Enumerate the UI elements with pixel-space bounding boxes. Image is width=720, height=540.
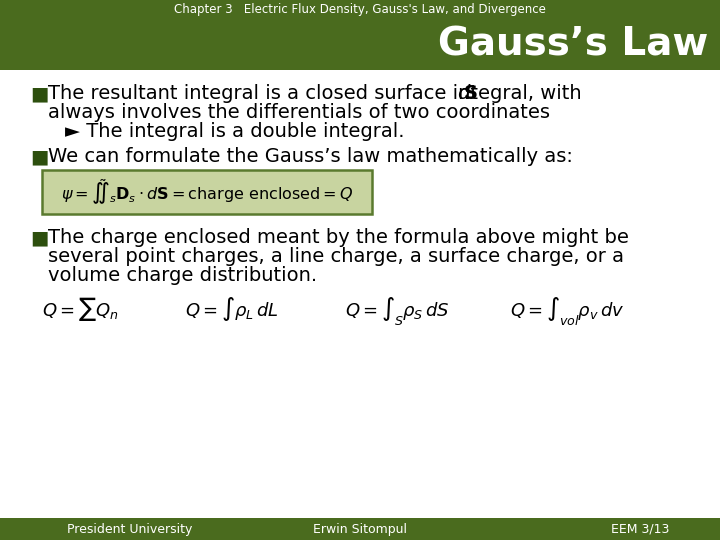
Text: Chapter 3   Electric Flux Density, Gauss's Law, and Divergence: Chapter 3 Electric Flux Density, Gauss's… bbox=[174, 3, 546, 17]
Text: We can formulate the Gauss’s law mathematically as:: We can formulate the Gauss’s law mathema… bbox=[48, 147, 573, 166]
Text: ■: ■ bbox=[30, 228, 48, 247]
Text: several point charges, a line charge, a surface charge, or a: several point charges, a line charge, a … bbox=[48, 247, 624, 266]
Text: $\psi = \tilde{\iint}_s\mathbf{D}_s \cdot d\mathbf{S} = \mathrm{charge\ enclosed: $\psi = \tilde{\iint}_s\mathbf{D}_s \cdo… bbox=[61, 177, 353, 207]
Text: always involves the differentials of two coordinates: always involves the differentials of two… bbox=[48, 103, 550, 122]
Text: d: d bbox=[457, 84, 469, 103]
FancyBboxPatch shape bbox=[42, 170, 372, 214]
Text: ■: ■ bbox=[30, 84, 48, 103]
Text: S: S bbox=[464, 84, 477, 103]
Text: $Q = \int_{vol} \rho_v \, dv$: $Q = \int_{vol} \rho_v \, dv$ bbox=[510, 295, 624, 327]
Text: ■: ■ bbox=[30, 147, 48, 166]
Text: $Q = \int_S \rho_S \, dS$: $Q = \int_S \rho_S \, dS$ bbox=[345, 295, 449, 327]
Bar bbox=[0, 518, 720, 540]
Text: $Q = \int \rho_L \, dL$: $Q = \int \rho_L \, dL$ bbox=[185, 295, 279, 323]
Text: volume charge distribution.: volume charge distribution. bbox=[48, 266, 317, 285]
Text: ► The integral is a double integral.: ► The integral is a double integral. bbox=[65, 122, 405, 141]
Text: $Q = \sum Q_n$: $Q = \sum Q_n$ bbox=[42, 295, 119, 323]
Text: Gauss’s Law: Gauss’s Law bbox=[438, 26, 708, 64]
Text: Erwin Sitompul: Erwin Sitompul bbox=[313, 523, 407, 536]
Text: President University: President University bbox=[67, 523, 193, 536]
Text: The resultant integral is a closed surface integral, with: The resultant integral is a closed surfa… bbox=[48, 84, 588, 103]
Text: The charge enclosed meant by the formula above might be: The charge enclosed meant by the formula… bbox=[48, 228, 629, 247]
Bar bbox=[0, 0, 720, 70]
Text: EEM 3/13: EEM 3/13 bbox=[611, 523, 669, 536]
